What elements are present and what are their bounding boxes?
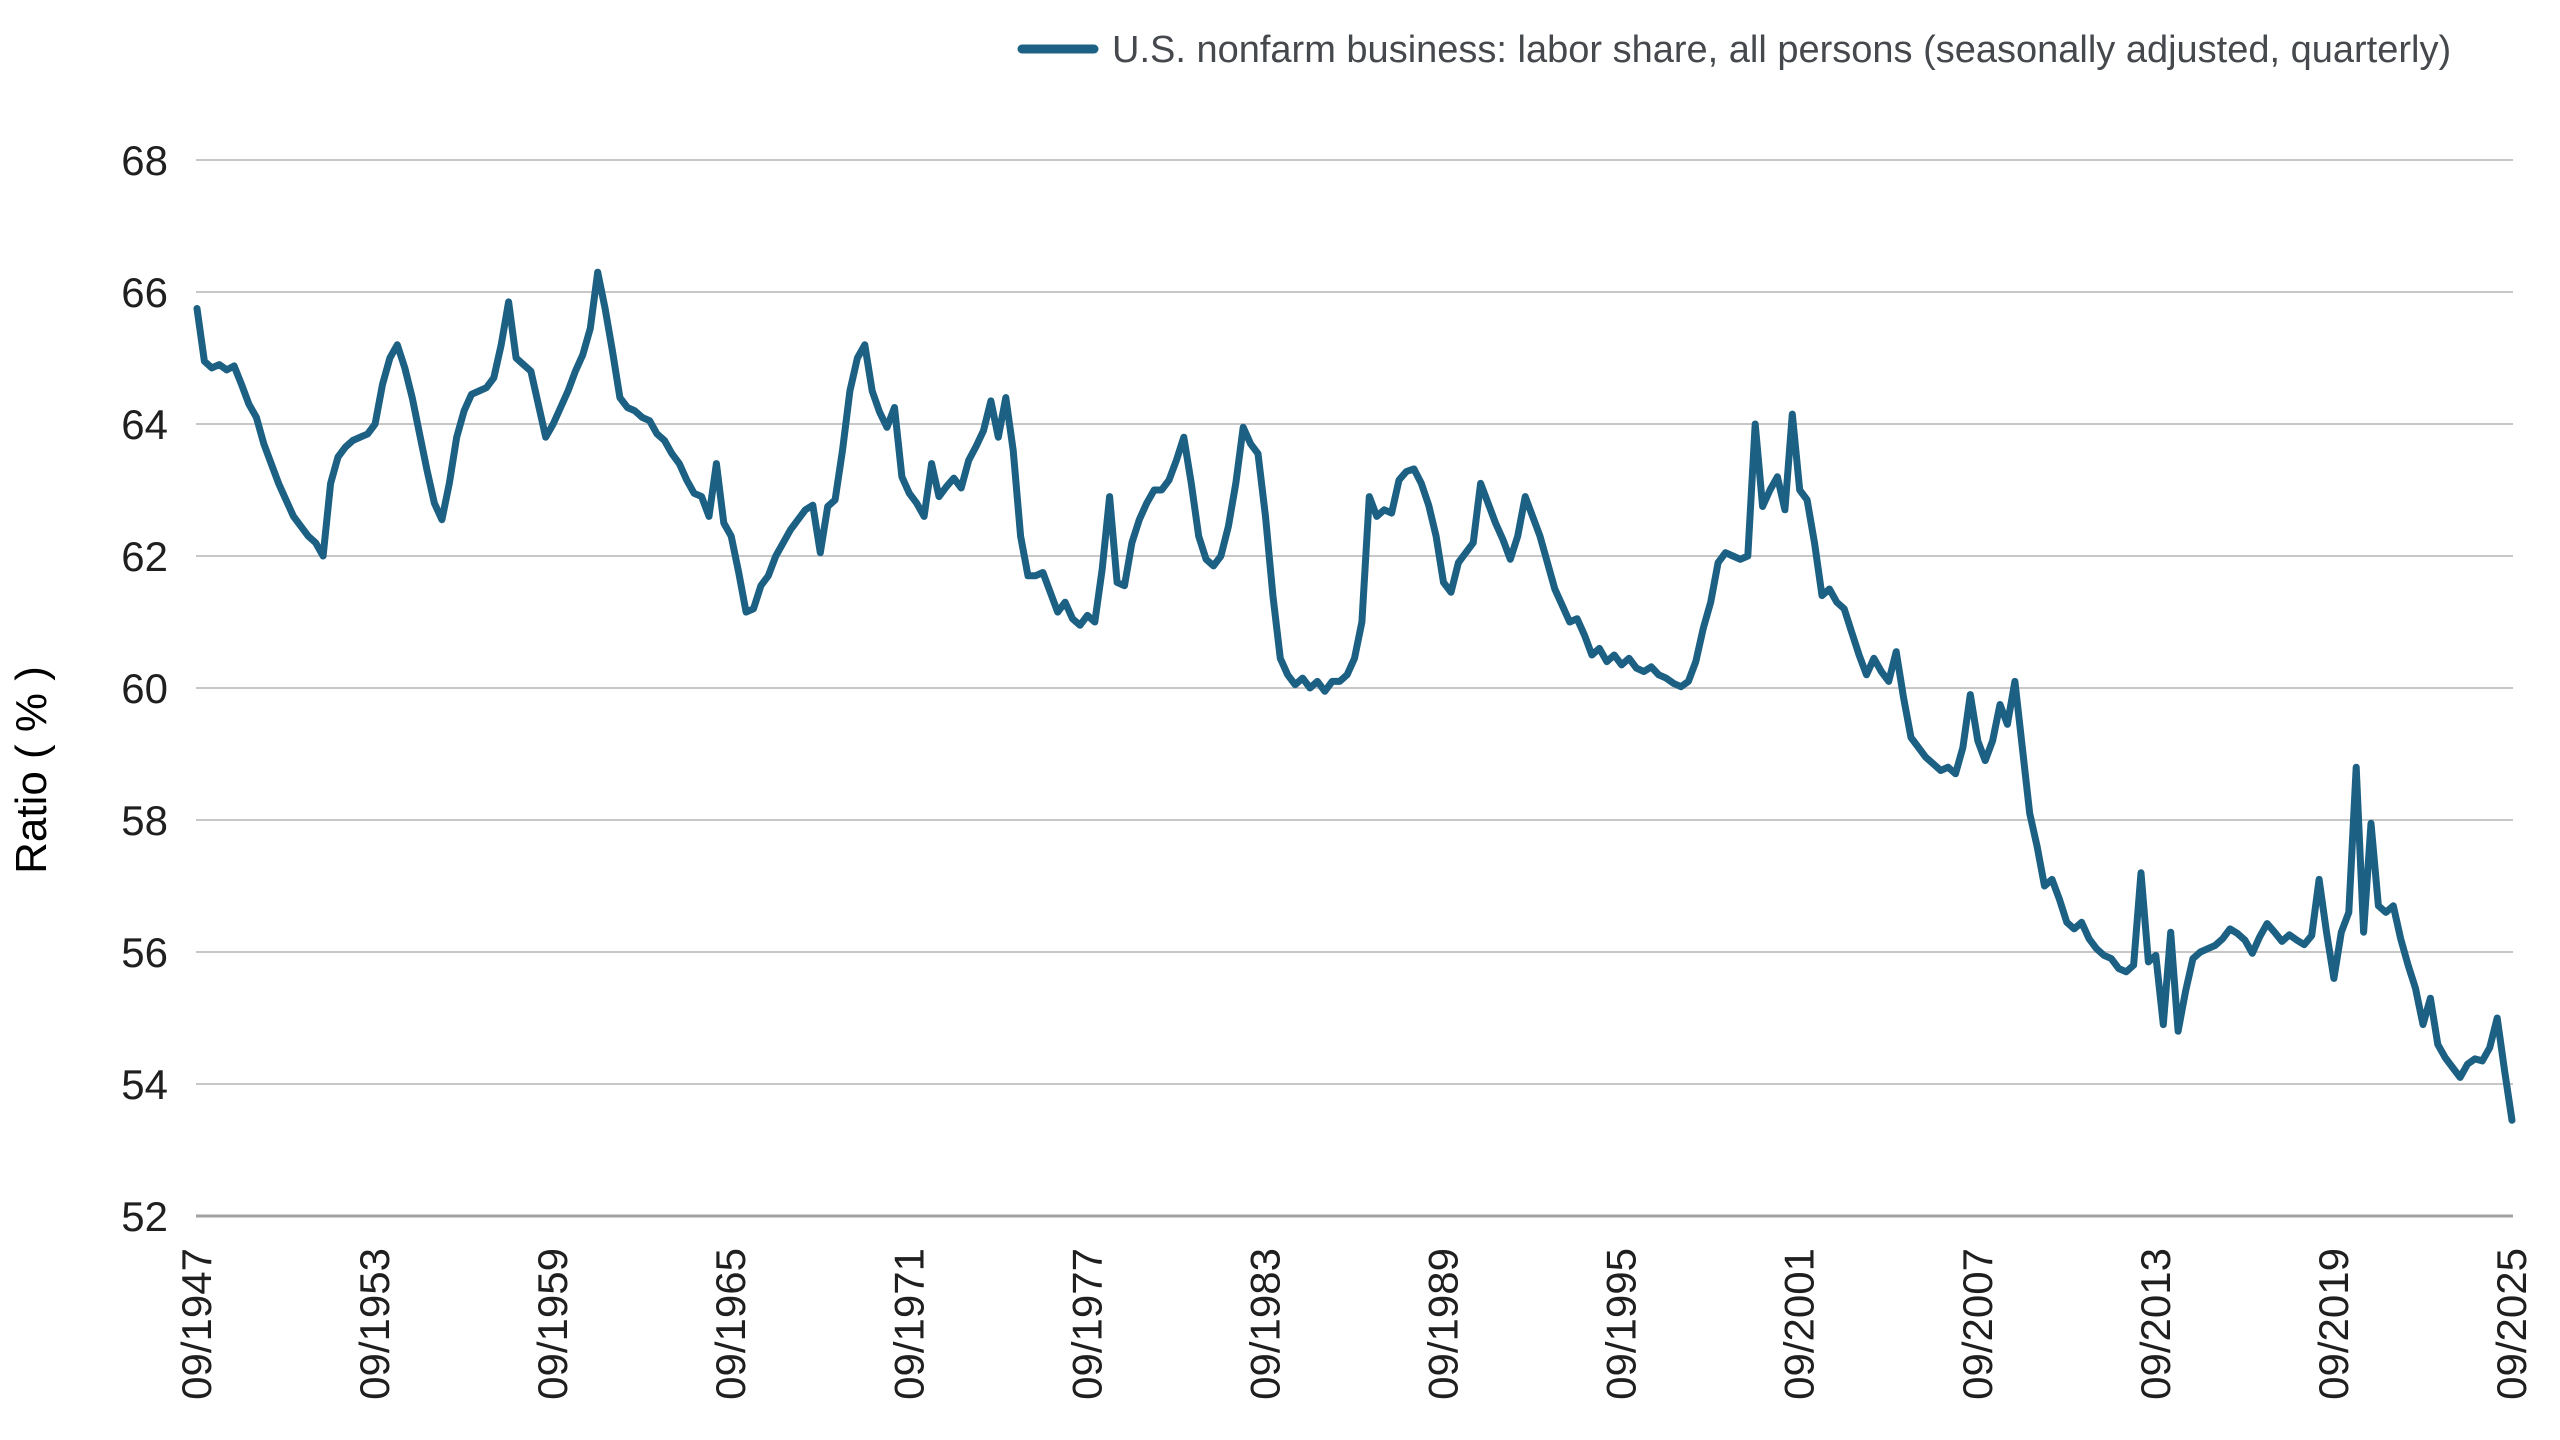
y-tick-label-58: 58	[121, 797, 168, 844]
y-tick-label-54: 54	[121, 1061, 168, 1108]
x-tick-label-09-1959: 09/1959	[529, 1248, 576, 1400]
legend-series-label: U.S. nonfarm business: labor share, all …	[1112, 29, 2451, 71]
x-tick-label-09-2019: 09/2019	[2310, 1248, 2357, 1400]
x-tick-label-09-1947: 09/1947	[173, 1248, 220, 1400]
x-tick-label-09-1965: 09/1965	[707, 1248, 754, 1400]
gridlines	[196, 159, 2513, 1218]
y-tick-label-68: 68	[121, 137, 168, 184]
x-axis-tick-labels: 09/1947 09/1953 09/1959 09/1965 09/1971 09/19…	[173, 1248, 2535, 1400]
x-tick-label-09-1995: 09/1995	[1598, 1248, 1645, 1400]
y-axis-tick-labels: 68 66 64 62 60 58 56 54 52	[121, 137, 168, 1240]
x-tick-label-09-1983: 09/1983	[1241, 1248, 1288, 1400]
y-axis-title: Ratio ( % )	[7, 666, 56, 874]
series-line-labor-share	[193, 268, 2516, 1124]
y-tick-label-52: 52	[121, 1193, 168, 1240]
x-tick-label-09-2007: 09/2007	[1954, 1248, 2001, 1400]
x-tick-label-09-2001: 09/2001	[1776, 1248, 1823, 1400]
x-tick-label-09-1989: 09/1989	[1420, 1248, 1467, 1400]
y-tick-label-62: 62	[121, 533, 168, 580]
y-tick-label-64: 64	[121, 401, 168, 448]
x-tick-label-09-2013: 09/2013	[2132, 1248, 2179, 1400]
y-tick-label-66: 66	[121, 269, 168, 316]
x-tick-label-09-1953: 09/1953	[351, 1248, 398, 1400]
x-tick-label-09-1971: 09/1971	[885, 1248, 932, 1400]
x-tick-label-09-1977: 09/1977	[1063, 1248, 1110, 1400]
x-tick-label-09-2025: 09/2025	[2488, 1248, 2535, 1400]
y-tick-label-56: 56	[121, 929, 168, 976]
legend: U.S. nonfarm business: labor share, all …	[1017, 29, 2451, 71]
y-tick-label-60: 60	[121, 665, 168, 712]
